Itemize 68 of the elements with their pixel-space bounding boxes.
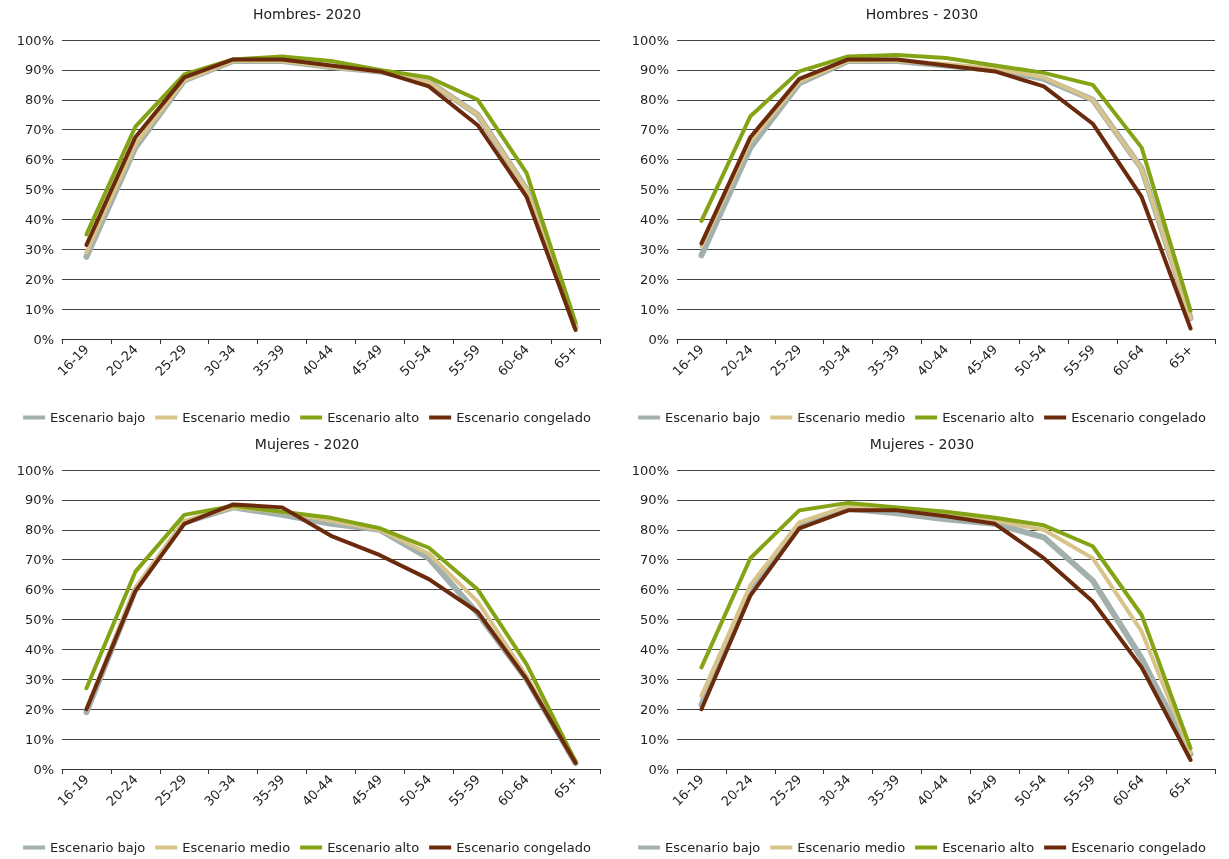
y-tick-label: 20%: [640, 271, 669, 287]
y-tick-label: 70%: [25, 122, 54, 138]
y-tick-label: 0%: [648, 761, 669, 777]
legend-label: Escenario bajo: [50, 840, 146, 855]
y-tick-label: 90%: [25, 492, 54, 508]
y-tick-label: 60%: [640, 582, 669, 598]
x-tick-label: 65+: [550, 771, 581, 802]
y-tick-label: 40%: [25, 211, 54, 227]
y-tick-label: 60%: [640, 152, 669, 168]
legend-label: Escenario medio: [182, 840, 291, 855]
legend-label: Escenario medio: [797, 840, 906, 855]
y-tick-label: 70%: [25, 552, 54, 568]
y-tick-label: 50%: [640, 612, 669, 627]
y-tick-label: 10%: [25, 301, 54, 317]
x-tick-label: 65+: [1165, 341, 1196, 372]
y-tick-label: 80%: [640, 522, 669, 538]
y-tick-label: 60%: [25, 152, 54, 168]
legend-label: Escenario congelado: [1071, 840, 1206, 855]
legend-label: Escenario alto: [327, 840, 420, 855]
y-tick-label: 90%: [25, 62, 54, 78]
y-tick-label: 0%: [648, 331, 669, 347]
y-tick-label: 10%: [640, 301, 669, 317]
chart-title: Hombres - 2030: [865, 6, 979, 22]
legend-label: Escenario bajo: [665, 410, 761, 425]
y-tick-label: 100%: [631, 462, 669, 478]
y-tick-label: 0%: [33, 761, 54, 777]
chart-title: Mujeres - 2030: [869, 436, 975, 452]
y-tick-label: 40%: [640, 211, 669, 227]
legend-label: Escenario alto: [327, 410, 420, 425]
y-tick-label: 50%: [25, 612, 54, 627]
y-tick-label: 90%: [640, 62, 669, 78]
y-tick-label: 30%: [640, 671, 669, 687]
y-tick-label: 70%: [640, 552, 669, 568]
x-tick-label: 65+: [550, 341, 581, 372]
y-tick-label: 100%: [16, 462, 54, 478]
y-tick-label: 20%: [640, 701, 669, 717]
y-tick-label: 100%: [631, 32, 669, 48]
y-tick-label: 80%: [25, 522, 54, 538]
y-tick-label: 60%: [25, 582, 54, 598]
legend-label: Escenario congelado: [456, 840, 591, 855]
y-tick-label: 10%: [640, 731, 669, 747]
y-tick-label: 40%: [25, 641, 54, 657]
y-tick-label: 80%: [640, 92, 669, 108]
y-tick-label: 90%: [640, 492, 669, 508]
legend-label: Escenario bajo: [50, 410, 146, 425]
y-tick-label: 20%: [25, 701, 54, 717]
legend-label: Escenario alto: [942, 410, 1035, 425]
y-tick-label: 30%: [25, 241, 54, 257]
y-tick-label: 10%: [25, 731, 54, 747]
legend-label: Escenario bajo: [665, 840, 761, 855]
y-tick-label: 0%: [33, 331, 54, 347]
y-tick-label: 40%: [640, 641, 669, 657]
chart-title: Mujeres - 2020: [254, 436, 360, 452]
y-tick-label: 80%: [25, 92, 54, 108]
legend-label: Escenario congelado: [456, 410, 591, 425]
legend-label: Escenario alto: [942, 840, 1035, 855]
y-tick-label: 30%: [25, 671, 54, 687]
legend-label: Escenario medio: [797, 410, 906, 425]
y-tick-label: 30%: [640, 241, 669, 257]
y-tick-label: 50%: [25, 182, 54, 197]
legend-label: Escenario medio: [182, 410, 291, 425]
y-tick-label: 70%: [640, 122, 669, 138]
y-tick-label: 20%: [25, 271, 54, 287]
y-tick-label: 100%: [16, 32, 54, 48]
y-tick-label: 50%: [640, 182, 669, 197]
legend-label: Escenario congelado: [1071, 410, 1206, 425]
chart-title: Hombres- 2020: [252, 6, 362, 22]
x-tick-label: 65+: [1165, 771, 1196, 802]
